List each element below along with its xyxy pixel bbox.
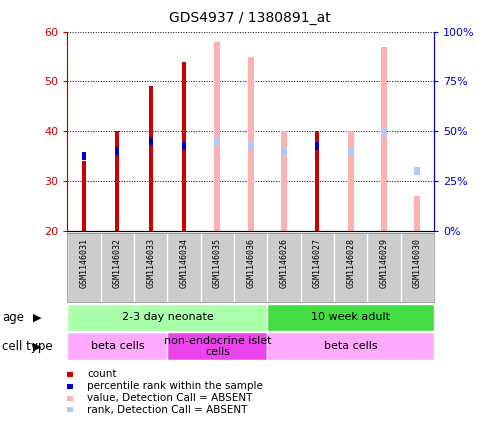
Text: GSM1146028: GSM1146028 xyxy=(346,238,355,288)
Bar xyxy=(248,142,254,150)
Text: GSM1146030: GSM1146030 xyxy=(413,238,422,288)
Text: beta cells: beta cells xyxy=(90,341,144,352)
Text: GSM1146031: GSM1146031 xyxy=(79,238,88,288)
Text: GSM1146036: GSM1146036 xyxy=(246,238,255,288)
Bar xyxy=(267,304,434,331)
Text: ▶: ▶ xyxy=(33,313,42,322)
Text: GSM1146034: GSM1146034 xyxy=(180,238,189,288)
Text: non-endocrine islet
cells: non-endocrine islet cells xyxy=(164,335,271,357)
Text: GSM1146032: GSM1146032 xyxy=(113,238,122,288)
Bar xyxy=(415,196,421,231)
Text: value, Detection Call = ABSENT: value, Detection Call = ABSENT xyxy=(87,393,252,403)
Text: rank, Detection Call = ABSENT: rank, Detection Call = ABSENT xyxy=(87,405,248,415)
Bar xyxy=(182,61,186,231)
Bar xyxy=(67,304,267,331)
Text: ▶: ▶ xyxy=(33,341,42,352)
Bar xyxy=(82,161,86,231)
Text: percentile rank within the sample: percentile rank within the sample xyxy=(87,381,263,391)
Text: count: count xyxy=(87,369,117,379)
Bar xyxy=(281,131,287,231)
Text: GSM1146035: GSM1146035 xyxy=(213,238,222,288)
Bar xyxy=(67,332,167,360)
Text: 10 week adult: 10 week adult xyxy=(311,313,390,322)
Bar xyxy=(381,47,387,231)
Bar xyxy=(381,127,387,135)
Bar xyxy=(281,147,287,155)
Text: GSM1146027: GSM1146027 xyxy=(313,238,322,288)
Bar xyxy=(149,137,153,145)
Text: GSM1146029: GSM1146029 xyxy=(380,238,389,288)
Bar xyxy=(315,142,319,150)
Text: GDS4937 / 1380891_at: GDS4937 / 1380891_at xyxy=(169,11,330,25)
Bar xyxy=(348,131,354,231)
Bar xyxy=(215,41,221,231)
Bar xyxy=(115,147,119,155)
Bar xyxy=(149,86,153,231)
Bar xyxy=(248,57,254,231)
Text: GSM1146033: GSM1146033 xyxy=(146,238,155,288)
Bar xyxy=(115,131,119,231)
Text: cell type: cell type xyxy=(2,340,53,353)
Text: GSM1146026: GSM1146026 xyxy=(279,238,288,288)
Bar xyxy=(348,147,354,155)
Bar xyxy=(267,332,434,360)
Bar xyxy=(315,131,319,231)
Text: 2-3 day neonate: 2-3 day neonate xyxy=(122,313,213,322)
Text: beta cells: beta cells xyxy=(324,341,378,352)
Bar xyxy=(167,332,267,360)
Bar xyxy=(82,152,86,160)
Bar xyxy=(182,142,186,150)
Text: age: age xyxy=(2,311,24,324)
Bar xyxy=(415,167,421,175)
Bar xyxy=(215,137,221,145)
